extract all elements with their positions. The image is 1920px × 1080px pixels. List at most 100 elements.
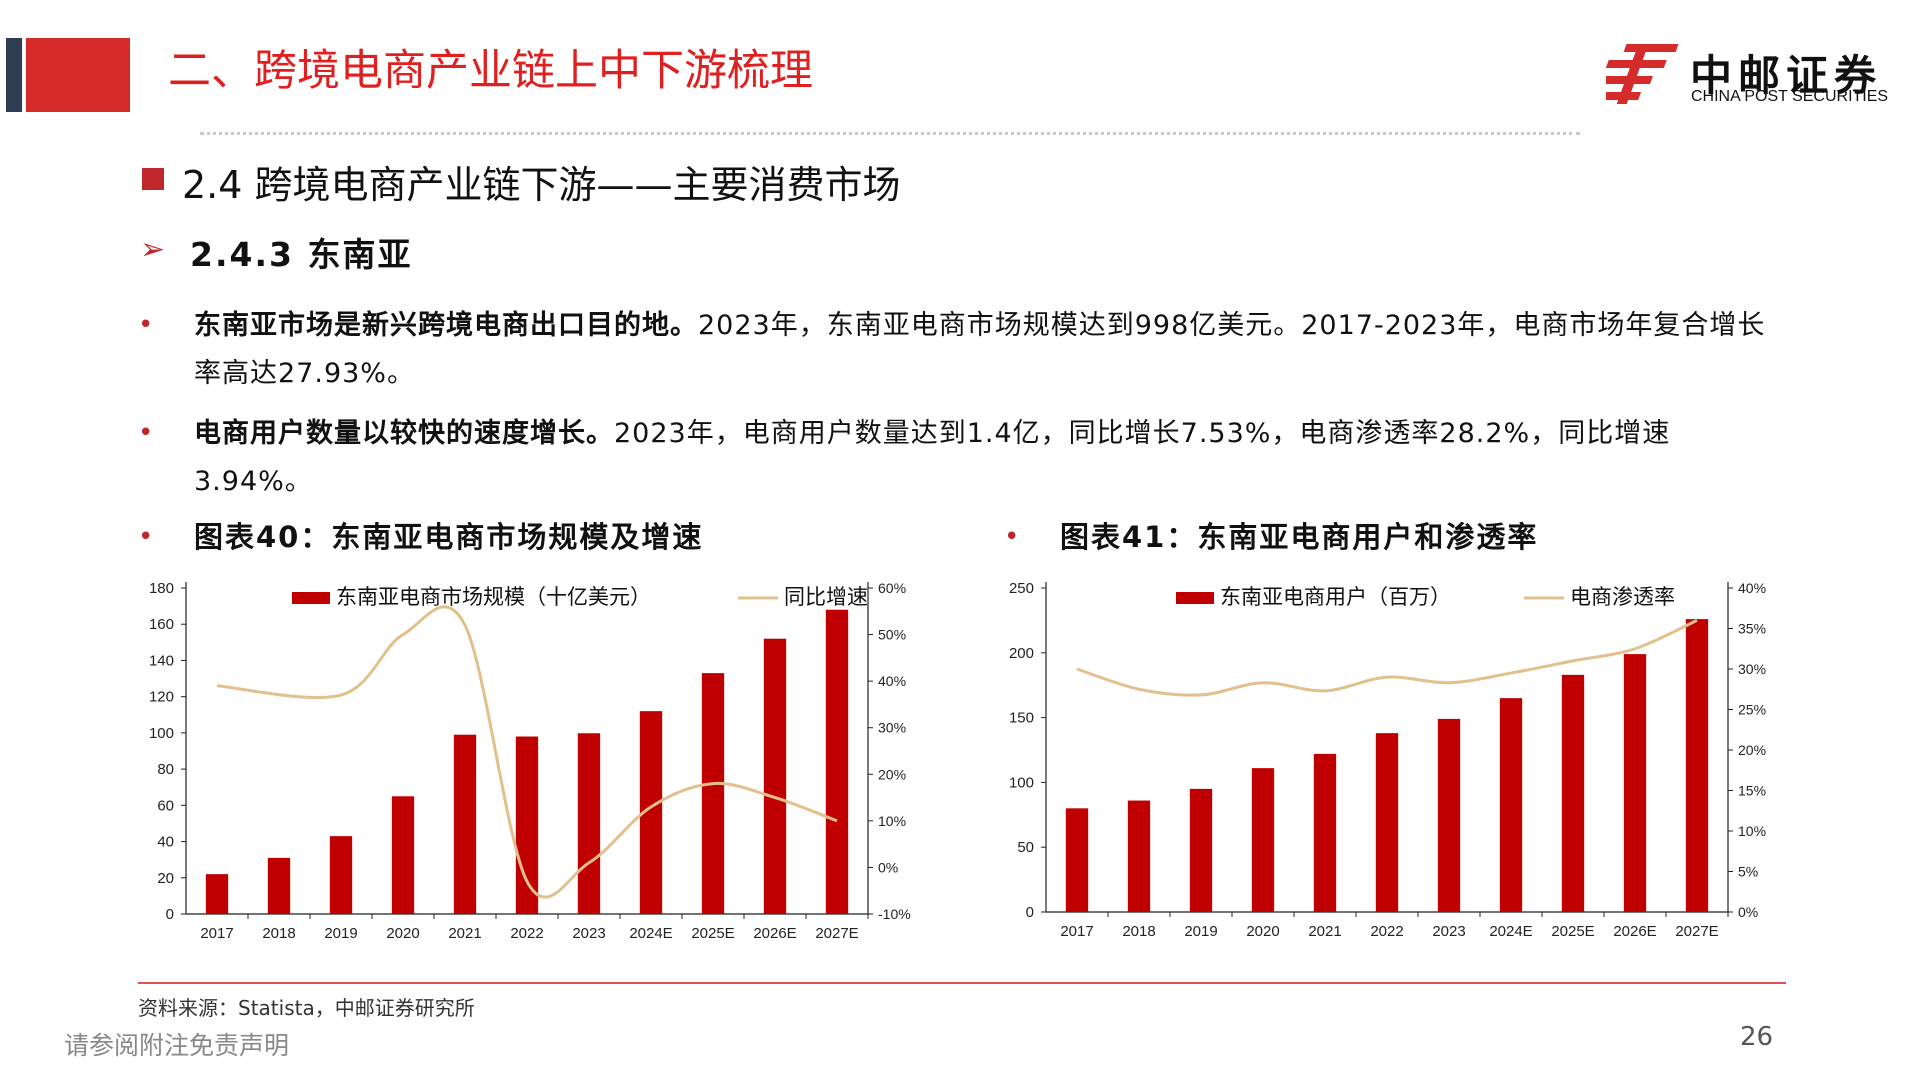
y-right-tick-label: 20% (878, 766, 906, 782)
y-left-tick-label: 40 (157, 834, 174, 851)
x-tick-label: 2021 (1308, 923, 1341, 940)
x-tick-label: 2026E (753, 925, 796, 942)
x-tick-label: 2023 (572, 925, 605, 942)
x-tick-label: 2021 (448, 925, 481, 942)
legend-bar-label: 东南亚电商用户（百万） (1220, 586, 1451, 609)
bar (701, 673, 725, 914)
bar (329, 836, 353, 914)
y-left-tick-label: 100 (149, 725, 174, 742)
x-tick-label: 2026E (1613, 923, 1656, 940)
series-line (1076, 619, 1698, 697)
legend-bar-label: 东南亚电商市场规模（十亿美元） (336, 586, 651, 609)
bar (1375, 733, 1399, 912)
section-square-icon (142, 168, 164, 190)
y-left-tick-label: 200 (1009, 645, 1034, 662)
y-right-tick-label: 30% (1738, 661, 1766, 677)
x-tick-label: 2027E (815, 925, 858, 942)
x-tick-label: 2025E (1551, 923, 1594, 940)
bullet-icon: • (1004, 522, 1020, 552)
paragraph-2-body: 2023年，电商用户数量达到1.4亿，同比增长7.53%，电商渗透率28.2%，… (194, 418, 1671, 497)
bullet-icon: • (138, 522, 154, 552)
x-tick-label: 2019 (1184, 923, 1217, 940)
x-tick-label: 2020 (1246, 923, 1279, 940)
paragraph-2-lead: 电商用户数量以较快的速度增长。 (194, 418, 614, 449)
y-right-tick-label: 0% (878, 859, 898, 875)
china-post-logo-icon (1606, 44, 1679, 104)
y-left-tick-label: 150 (1009, 710, 1034, 727)
legend-bar-swatch (1176, 592, 1214, 604)
y-left-tick-label: 20 (157, 870, 174, 887)
y-right-tick-label: 0% (1738, 904, 1758, 920)
x-tick-label: 2025E (691, 925, 734, 942)
x-tick-label: 2024E (629, 925, 672, 942)
x-tick-label: 2019 (324, 925, 357, 942)
source-note: 资料来源：Statista，中邮证券研究所 (138, 996, 475, 1020)
logo-text-cn: 中邮证券 (1690, 51, 1883, 100)
section-title: 2.4 跨境电商产业链下游——主要消费市场 (182, 163, 901, 207)
x-tick-label: 2018 (1122, 923, 1155, 940)
x-tick-label: 2017 (1060, 923, 1093, 940)
chart-2-title: 图表41：东南亚电商用户和渗透率 (1060, 520, 1539, 554)
y-left-tick-label: 80 (157, 761, 174, 778)
header-divider (200, 132, 1580, 135)
y-left-tick-label: 0 (1026, 904, 1034, 921)
y-left-tick-label: 0 (166, 906, 174, 923)
y-right-tick-label: 20% (1738, 742, 1766, 758)
bar (1685, 619, 1709, 912)
bar (205, 874, 229, 914)
y-right-tick-label: 15% (1738, 783, 1766, 799)
chart-users-penetration: 0 50 100 150 200 250 0% 5% 10% 15% 20% 25% 30% 35% 40%… (1009, 580, 1766, 940)
legend-line-label: 电商渗透率 (1570, 586, 1675, 609)
disclaimer: 请参阅附注免责声明 (64, 1031, 290, 1060)
bar (1127, 800, 1151, 912)
paragraph-1: 东南亚市场是新兴跨境电商出口目的地。2023年，东南亚电商市场规模达到998亿美… (194, 302, 1774, 398)
y-left-tick-label: 100 (1009, 774, 1034, 791)
y-right-tick-label: 5% (1738, 864, 1758, 880)
bullet-icon: • (138, 418, 154, 448)
bar (825, 609, 849, 914)
y-right-tick-label: -10% (878, 906, 911, 922)
bar (577, 733, 601, 914)
y-right-tick-label: 60% (878, 580, 906, 596)
arrow-icon: ➢ (140, 232, 166, 267)
chart-1-title: 图表40：东南亚电商市场规模及增速 (194, 520, 704, 554)
legend-line-label: 同比增速 (784, 586, 868, 609)
title-accent-dark (6, 38, 22, 112)
bar (515, 736, 539, 914)
page-number: 26 (1740, 1022, 1774, 1052)
y-left-tick-label: 250 (1009, 580, 1034, 597)
x-tick-label: 2022 (510, 925, 543, 942)
section-subtitle: 2.4.3 东南亚 (190, 235, 413, 274)
y-right-tick-label: 30% (878, 720, 906, 736)
source-divider (138, 982, 1786, 984)
logo-text-en: CHINA POST SECURITIES (1691, 88, 1889, 105)
paragraph-1-lead: 东南亚市场是新兴跨境电商出口目的地。 (194, 310, 698, 341)
bar (453, 734, 477, 914)
y-left-tick-label: 160 (149, 616, 174, 633)
bar (1313, 753, 1337, 912)
x-tick-label: 2024E (1489, 923, 1532, 940)
bar (1065, 808, 1089, 912)
y-right-tick-label: 10% (1738, 823, 1766, 839)
legend-bar-swatch (292, 592, 330, 604)
bar (1623, 654, 1647, 912)
x-tick-label: 2023 (1432, 923, 1465, 940)
x-tick-label: 2020 (386, 925, 419, 942)
bar (1561, 674, 1585, 912)
bar (1499, 698, 1523, 912)
page-title: 二、跨境电商产业链上中下游梳理 (168, 46, 813, 96)
bar (763, 638, 787, 914)
chart-market-size: 0 20 40 60 80 100 120 140 160 180 -10% 0% 10% 20% 30% 4… (149, 580, 911, 942)
paragraph-2: 电商用户数量以较快的速度增长。2023年，电商用户数量达到1.4亿，同比增长7.… (194, 410, 1774, 506)
y-right-tick-label: 50% (878, 627, 906, 643)
paragraph-1-body: 2023年，东南亚电商市场规模达到998亿美元。2017-2023年，电商市场年… (194, 310, 1766, 389)
bar (267, 857, 291, 914)
y-left-tick-label: 60 (157, 797, 174, 814)
x-tick-label: 2018 (262, 925, 295, 942)
bar (391, 796, 415, 914)
bar (1437, 718, 1461, 912)
title-accent-red (26, 38, 130, 112)
y-right-tick-label: 10% (878, 813, 906, 829)
x-tick-label: 2027E (1675, 923, 1718, 940)
x-tick-label: 2022 (1370, 923, 1403, 940)
